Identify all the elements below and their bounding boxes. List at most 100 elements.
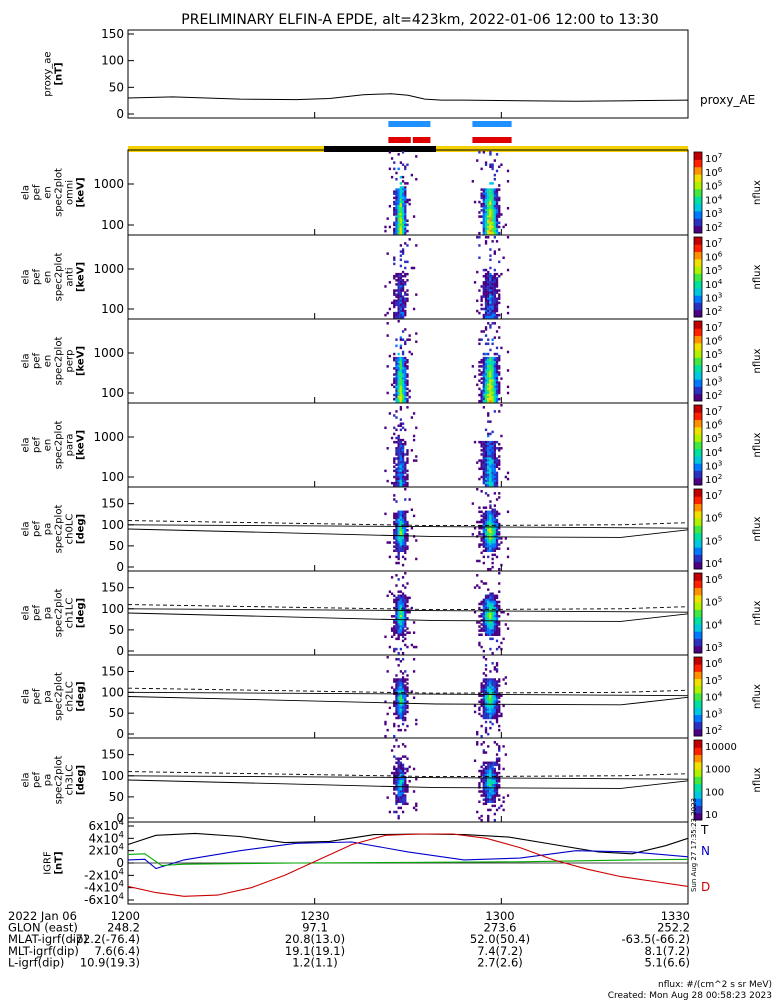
spectrogram-cell	[491, 514, 494, 518]
spectrogram-cell	[401, 543, 405, 546]
spectrogram-cell	[401, 198, 405, 202]
spectrogram-cell	[491, 469, 494, 473]
spectrogram-cell	[393, 262, 396, 266]
spectrogram-cell	[484, 802, 488, 806]
spectrogram-cell	[482, 680, 485, 683]
spectrogram-cell	[478, 708, 481, 712]
spectrogram-cell	[397, 381, 400, 384]
spectrogram-cell	[388, 590, 392, 593]
spectrogram-cell	[489, 777, 492, 781]
spectrogram-cell	[506, 477, 510, 481]
spectrogram-cell	[482, 615, 485, 618]
spectrogram-cell	[390, 157, 394, 160]
spectrogram-cell	[484, 204, 488, 208]
spectrogram-cell	[493, 682, 496, 685]
footer-units: nflux: #/(cm^2 s sr MeV)	[658, 980, 772, 990]
spectrogram-cell	[491, 549, 494, 552]
spectrogram-cell	[393, 211, 396, 214]
spectrogram-cell	[397, 303, 400, 307]
spectrogram-cell	[484, 194, 488, 198]
spectrogram-cell	[401, 186, 405, 189]
spectrogram-cell	[487, 615, 490, 618]
spectrogram-cell	[498, 373, 501, 376]
spectrogram-cell	[487, 188, 490, 191]
spectrogram-cell	[404, 767, 407, 771]
spectrogram-cell	[395, 625, 398, 628]
spectrogram-cell	[401, 299, 405, 303]
spectrogram-cell	[404, 594, 407, 598]
spectrogram-cell	[484, 295, 488, 298]
spectrogram-cell	[482, 385, 485, 389]
spectrogram-cell	[397, 531, 400, 534]
spectrogram-cell	[399, 769, 403, 773]
spectrogram-cell	[489, 215, 492, 218]
spectrogram-cell	[471, 365, 474, 368]
spectrogram-cell	[489, 399, 492, 403]
spectrogram-cell	[482, 555, 485, 559]
spectrogram-cell	[401, 361, 405, 364]
panel-ylabel: para	[65, 434, 76, 457]
spectrogram-cell	[482, 274, 485, 278]
spectrogram-cell	[401, 207, 405, 210]
colorbar-tick: 102	[705, 472, 722, 487]
spectrogram-cell	[471, 502, 474, 505]
spectrogram-cell	[397, 424, 400, 427]
spectrogram-cell	[502, 745, 505, 748]
spectrogram-cell	[399, 792, 403, 795]
spectrogram-cell	[498, 526, 501, 530]
spectrogram-cell	[491, 763, 494, 767]
spectrogram-cell	[482, 188, 485, 191]
spectrogram-cell	[404, 211, 407, 214]
spectrogram-cell	[482, 694, 485, 697]
spectrogram-cell	[397, 514, 400, 518]
spectrogram-cell	[489, 356, 492, 360]
spectrogram-cell	[404, 784, 407, 787]
spectrogram-cell	[395, 810, 398, 814]
spectrogram-cell	[404, 704, 407, 708]
spectrogram-cell	[393, 722, 396, 726]
spectrogram-cell	[482, 649, 485, 653]
spectrogram-cell	[495, 647, 499, 651]
spectrogram-cell	[506, 794, 510, 797]
panel-ylabel: pa	[43, 607, 54, 619]
spectrogram-cell	[495, 196, 499, 200]
spectrogram-cell	[491, 522, 494, 526]
spectrogram-cell	[397, 225, 400, 229]
spectrogram-cell	[482, 549, 485, 552]
spectrogram-cell	[401, 600, 405, 604]
spectrogram-cell	[399, 442, 403, 446]
spectrogram-cell	[401, 248, 405, 251]
spectrogram-cell	[495, 373, 499, 376]
spectrogram-cell	[487, 475, 490, 479]
spectrogram-cell	[489, 621, 492, 624]
spectrogram-cell	[399, 285, 403, 288]
spectrogram-cell	[493, 615, 496, 618]
spectrogram-cell	[487, 399, 490, 403]
spectrogram-cell	[401, 549, 405, 552]
spectrogram-cell	[404, 311, 407, 315]
spectrogram-cell	[482, 375, 485, 378]
spectrogram-cell	[393, 229, 396, 233]
spectrogram-cell	[478, 338, 481, 341]
y-tick-label: 1000	[93, 262, 124, 276]
spectrogram-cell	[408, 765, 411, 769]
spectrogram-cell	[495, 481, 499, 485]
spectrogram-cell	[404, 291, 407, 294]
spectrogram-cell	[478, 311, 481, 315]
spectrogram-cell	[491, 202, 494, 206]
spectrogram-cell	[491, 303, 494, 307]
spectrogram-cell	[393, 755, 396, 758]
spectrogram-cell	[397, 706, 400, 710]
spectrogram-cell	[404, 541, 407, 544]
spectrogram-cell	[482, 684, 485, 687]
colorbar-segment	[694, 602, 702, 610]
spectrogram-cell	[399, 757, 403, 760]
mode-bar-bottom-1	[472, 137, 512, 143]
spectrogram-cell	[386, 365, 389, 368]
spectrogram-cell	[397, 387, 400, 391]
spectrogram-cell	[478, 211, 481, 214]
spectrogram-cell	[493, 389, 496, 393]
spectrogram-cell	[395, 543, 398, 546]
spectrogram-cell	[404, 393, 407, 397]
spectrogram-cell	[401, 438, 405, 442]
